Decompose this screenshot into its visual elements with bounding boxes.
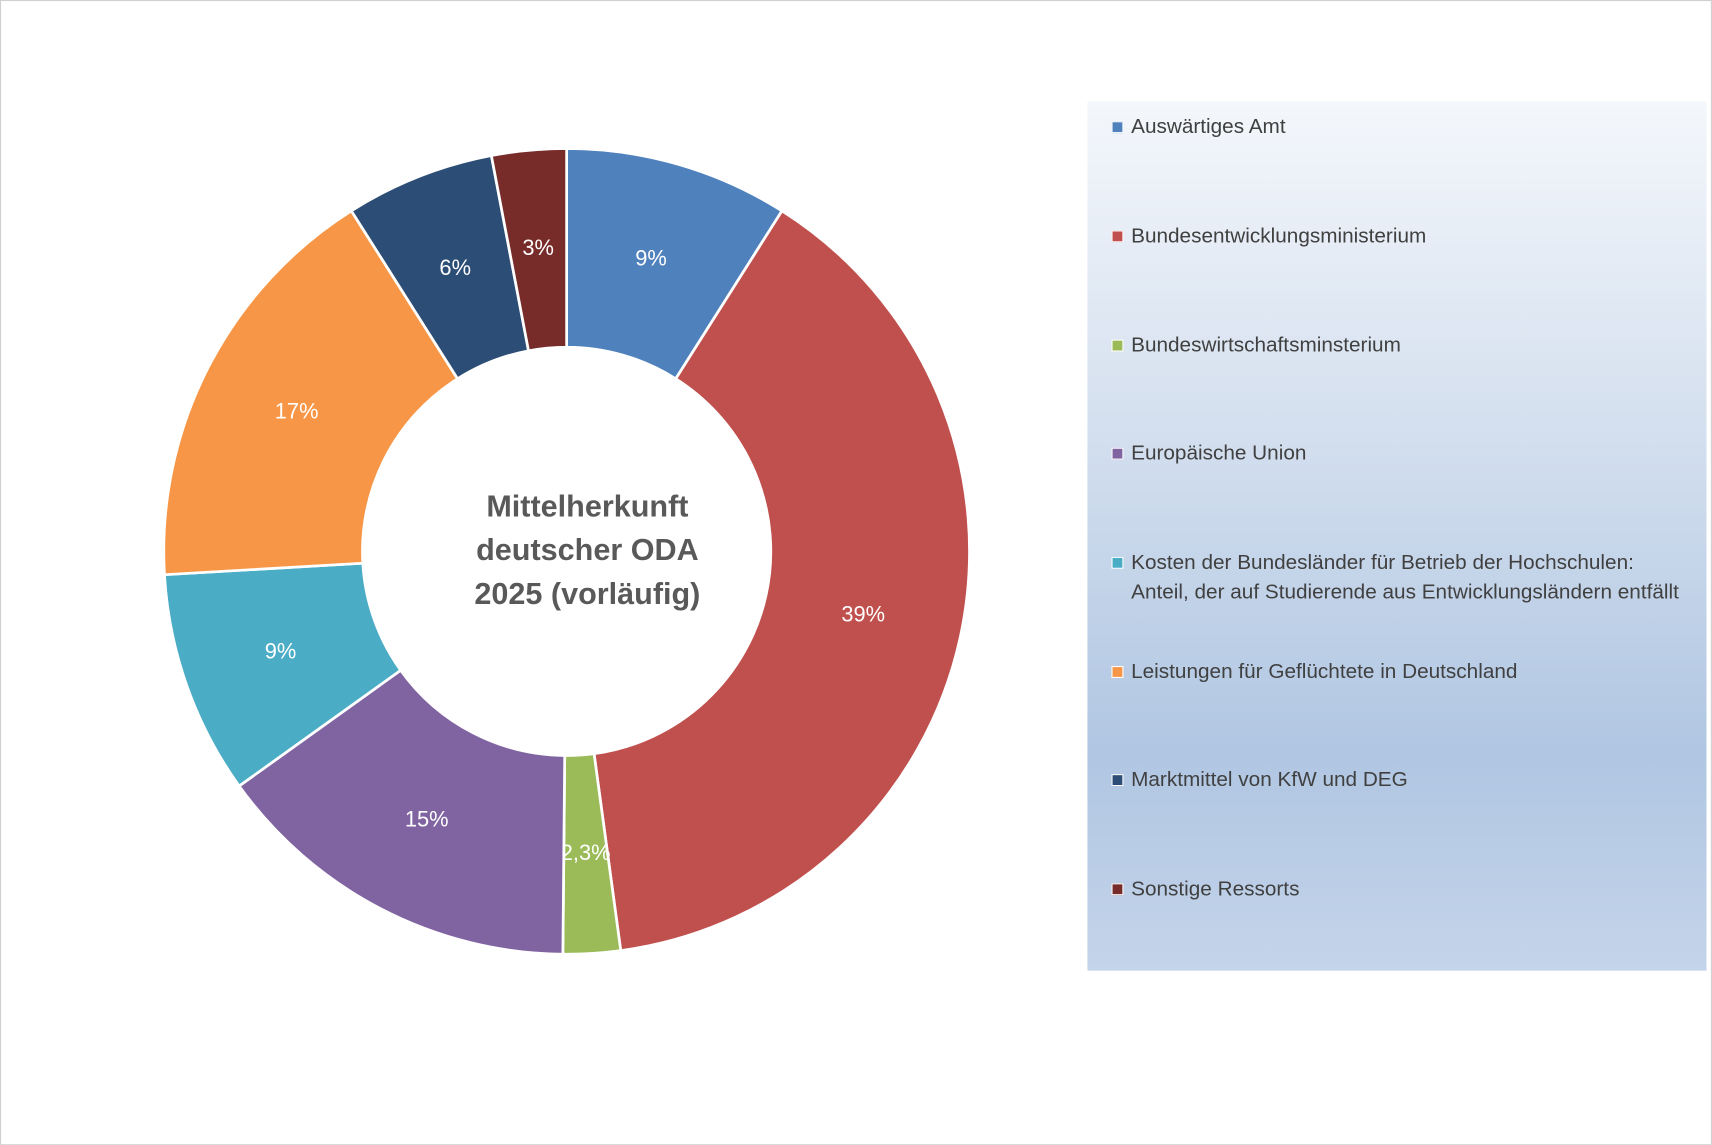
slice (489, 147, 569, 353)
value-label: 2,3% (561, 840, 611, 865)
legend-label: Marktmittel von KfW und DEG (1131, 768, 1408, 792)
legend-label: Bundeswirtschaftsminsterium (1131, 334, 1401, 358)
legend-swatch (1111, 556, 1124, 569)
legend-swatch (1111, 447, 1124, 460)
legend-label: Leistungen für Geflüchtete in Deutschlan… (1131, 660, 1518, 684)
legend-item: Auswärtiges Amt (1111, 112, 1690, 141)
slice (162, 208, 460, 577)
legend-item: Leistungen für Geflüchtete in Deutschlan… (1111, 657, 1690, 686)
legend-item: Bundesentwicklungsministerium (1111, 222, 1690, 251)
legend-label: Kosten der Bundesländer für Betrieb der … (1131, 551, 1679, 604)
legend-swatch (1111, 230, 1124, 243)
legend-item: Kosten der Bundesländer für Betrieb der … (1111, 548, 1690, 607)
legend-swatch (1111, 774, 1124, 787)
value-label: 15% (405, 806, 449, 831)
legend-item: Marktmittel von KfW und DEG (1111, 765, 1690, 794)
legend-item: Bundeswirtschaftsminsterium (1111, 331, 1690, 360)
legend-label: Europäische Union (1131, 442, 1307, 466)
legend-swatch (1111, 121, 1124, 134)
legend-swatch (1111, 665, 1124, 679)
legend-label: Sonstige Ressorts (1131, 877, 1300, 901)
legend: Auswärtiges Amt Bundesentwicklungsministe… (1087, 101, 1707, 971)
legend-item: Sonstige Ressorts (1111, 875, 1690, 904)
value-label: 9% (635, 246, 667, 271)
value-label: 39% (841, 602, 885, 627)
legend-label: Bundesentwicklungsministerium (1131, 224, 1427, 248)
legend-item: Europäische Union (1111, 439, 1690, 468)
value-label: 3% (522, 235, 554, 260)
chart-title: Mittelherkunft deutscher ODA 2025 (vorlä… (474, 489, 701, 611)
slice (592, 208, 971, 953)
value-label: 9% (265, 638, 297, 663)
legend-swatch (1111, 883, 1124, 896)
legend-swatch (1111, 339, 1124, 352)
slice (237, 668, 567, 956)
value-label: 17% (275, 398, 319, 423)
value-label: 6% (439, 255, 471, 280)
legend-label: Auswärtiges Amt (1131, 115, 1286, 139)
